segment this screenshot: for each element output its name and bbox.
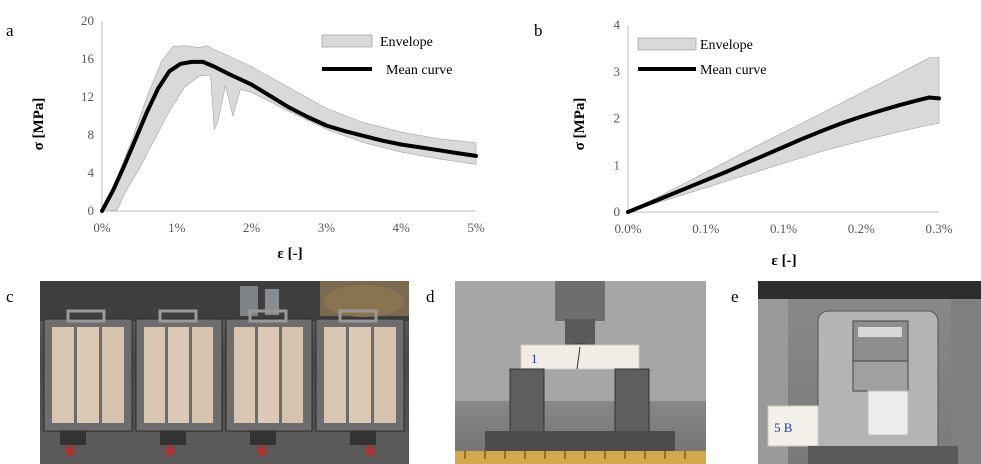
chart-a-ylabel: σ [MPa] <box>31 98 47 151</box>
mold-3 <box>225 309 313 432</box>
mean-curve-line <box>626 95 941 214</box>
compression-illustration: 5 B <box>758 281 981 464</box>
legend-envelope-label: Envelope <box>380 35 433 50</box>
mold-2 <box>135 309 223 432</box>
chart-b-legend: Envelope Mean curve <box>637 37 766 78</box>
chart-b-ticks: 0.0% 0.1% 0.1% 0.2% 0.3% 0 1 2 3 4 <box>614 17 953 236</box>
x-tick-label: 0.0% <box>614 221 641 236</box>
y-tick-label: 0 <box>614 204 621 219</box>
chart-a-plot <box>100 21 478 213</box>
photo-bending-test: 1 <box>455 281 706 464</box>
chart-a-xlabel: ε [-] <box>277 246 302 262</box>
legend-mean-label: Mean curve <box>700 63 766 78</box>
x-tick-label: 0.1% <box>770 221 797 236</box>
y-tick-label: 16 <box>81 51 95 66</box>
x-tick-label: 0.1% <box>692 221 719 236</box>
specimen-label-1: 1 <box>531 351 538 366</box>
y-tick-label: 12 <box>81 89 94 104</box>
x-tick-label: 4% <box>393 220 411 235</box>
x-tick-label: 0.3% <box>925 221 952 236</box>
mold-4 <box>315 309 405 432</box>
y-tick-label: 20 <box>81 13 94 28</box>
panel-label-c: c <box>6 287 14 306</box>
envelope-band <box>101 45 477 212</box>
legend-envelope-swatch <box>321 34 373 48</box>
panel-label-a: a <box>6 21 14 40</box>
molds-illustration <box>40 281 409 464</box>
legend-envelope-swatch <box>637 37 697 51</box>
envelope-band <box>627 57 940 213</box>
y-tick-label: 8 <box>88 127 95 142</box>
mold-clamps <box>60 431 376 456</box>
chart-a: 0% 1% 2% 3% 4% 5% 0 4 8 12 16 20 ε [-] σ [MPa] Enve… <box>31 13 485 262</box>
panel-label-d: d <box>426 287 435 306</box>
specimen-label-5b: 5 B <box>774 420 793 435</box>
x-tick-label: 1% <box>168 220 186 235</box>
chart-a-legend: Envelope Mean curve <box>321 34 452 78</box>
mean-curve-line <box>100 59 478 213</box>
chart-b-plot <box>626 25 941 214</box>
x-tick-label: 3% <box>318 220 336 235</box>
y-tick-label: 4 <box>88 165 95 180</box>
chart-b-ylabel: σ [MPa] <box>572 98 588 151</box>
panel-label-e: e <box>731 287 739 306</box>
photo-molds <box>40 281 409 464</box>
legend-mean-label: Mean curve <box>386 63 452 78</box>
chart-a-ticks: 0% 1% 2% 3% 4% 5% 0 4 8 12 16 20 <box>81 13 485 235</box>
y-tick-label: 4 <box>614 17 621 32</box>
chart-b-xlabel: ε [-] <box>771 253 796 269</box>
bending-illustration: 1 <box>455 281 706 464</box>
y-tick-label: 3 <box>614 64 621 79</box>
x-tick-label: 0% <box>93 220 111 235</box>
y-tick-label: 1 <box>614 157 621 172</box>
x-tick-label: 0.2% <box>848 221 875 236</box>
x-tick-label: 5% <box>467 220 485 235</box>
y-tick-label: 0 <box>88 203 95 218</box>
y-tick-label: 2 <box>614 111 621 126</box>
panel-label-b: b <box>534 21 543 40</box>
legend-envelope-label: Envelope <box>700 38 753 53</box>
x-tick-label: 2% <box>243 220 261 235</box>
photo-compression-test: 5 B <box>758 281 981 464</box>
mold-1 <box>43 309 133 432</box>
